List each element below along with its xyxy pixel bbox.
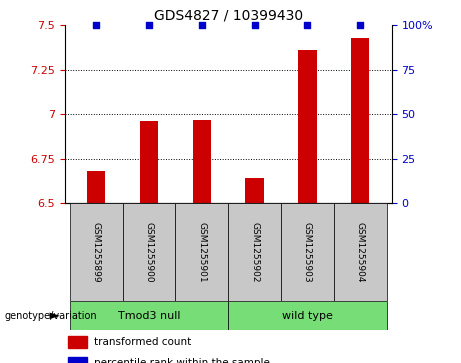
Text: genotype/variation: genotype/variation bbox=[5, 311, 97, 321]
Point bbox=[145, 23, 153, 28]
FancyBboxPatch shape bbox=[281, 203, 334, 301]
Bar bbox=[193, 120, 211, 203]
Bar bbox=[87, 171, 106, 203]
Text: wild type: wild type bbox=[282, 311, 333, 321]
Bar bbox=[351, 38, 369, 203]
Point bbox=[304, 23, 311, 28]
FancyBboxPatch shape bbox=[334, 203, 387, 301]
Point bbox=[93, 23, 100, 28]
Bar bbox=[68, 335, 88, 348]
FancyBboxPatch shape bbox=[175, 203, 228, 301]
Bar bbox=[245, 178, 264, 203]
Point bbox=[198, 23, 206, 28]
FancyBboxPatch shape bbox=[123, 203, 175, 301]
Text: GSM1255902: GSM1255902 bbox=[250, 222, 259, 282]
Text: transformed count: transformed count bbox=[94, 337, 191, 347]
Point bbox=[251, 23, 258, 28]
Text: percentile rank within the sample: percentile rank within the sample bbox=[94, 358, 270, 363]
Text: GSM1255903: GSM1255903 bbox=[303, 222, 312, 283]
Point bbox=[356, 23, 364, 28]
Bar bbox=[68, 357, 88, 363]
FancyBboxPatch shape bbox=[228, 203, 281, 301]
Bar bbox=[140, 122, 158, 203]
FancyBboxPatch shape bbox=[70, 301, 228, 330]
Text: GSM1255901: GSM1255901 bbox=[197, 222, 207, 283]
Bar bbox=[298, 50, 317, 203]
FancyBboxPatch shape bbox=[228, 301, 387, 330]
Text: GSM1255899: GSM1255899 bbox=[92, 222, 100, 283]
Text: GSM1255900: GSM1255900 bbox=[144, 222, 154, 283]
Text: Tmod3 null: Tmod3 null bbox=[118, 311, 180, 321]
Text: GSM1255904: GSM1255904 bbox=[356, 222, 365, 282]
Title: GDS4827 / 10399430: GDS4827 / 10399430 bbox=[154, 9, 303, 23]
FancyBboxPatch shape bbox=[70, 203, 123, 301]
